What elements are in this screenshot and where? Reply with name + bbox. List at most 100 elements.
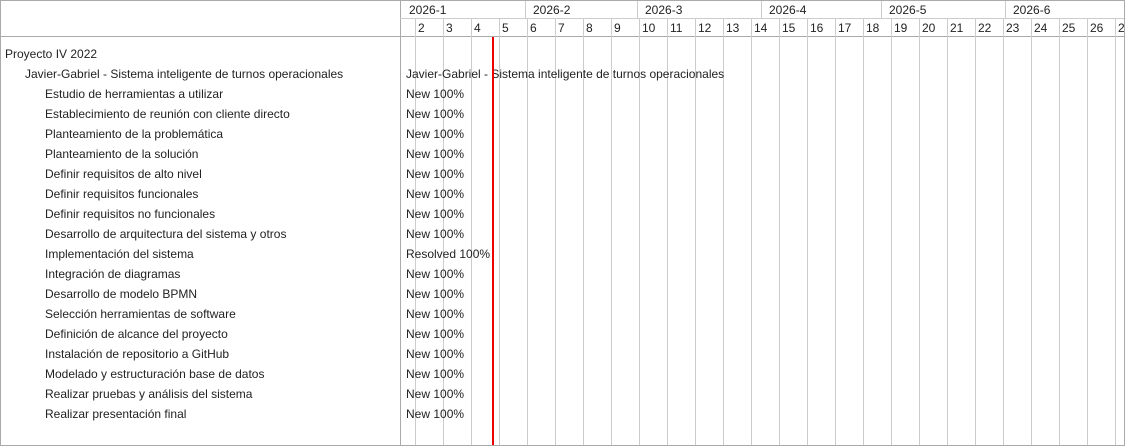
issue-status: New 100% (406, 327, 465, 341)
week-divider (1003, 19, 1004, 445)
week-label: 9 (614, 21, 621, 35)
issue-status: New 100% (406, 127, 465, 141)
week-label: 10 (642, 21, 656, 35)
week-divider (751, 19, 752, 445)
week-divider (919, 19, 920, 445)
issue-subject: Instalación de repositorio a GitHub (45, 347, 230, 361)
week-divider (443, 19, 444, 445)
week-divider (835, 19, 836, 445)
week-label: 16 (810, 21, 824, 35)
month-label: 2026-6 (1013, 3, 1051, 17)
month-label: 2026-5 (889, 3, 927, 17)
month-divider (1005, 1, 1006, 19)
week-label: 7 (558, 21, 565, 35)
issue-subject: Implementación del sistema (45, 247, 194, 261)
week-label: 12 (698, 21, 712, 35)
issue-subject: Modelado y estructuración base de datos (45, 367, 265, 381)
issue-subject: Selección herramientas de software (45, 307, 236, 321)
issue-status: New 100% (406, 267, 465, 281)
week-label: 20 (922, 21, 936, 35)
month-label: 2026-4 (769, 3, 807, 17)
issue-subject: Planteamiento de la solución (45, 147, 199, 161)
week-label: 8 (586, 21, 593, 35)
week-label: 21 (950, 21, 964, 35)
week-divider (583, 19, 584, 445)
month-divider (637, 1, 638, 19)
week-label: 18 (866, 21, 880, 35)
issue-status: New 100% (406, 187, 465, 201)
issue-subject: Realizar pruebas y análisis del sistema (45, 387, 253, 401)
week-label: 2 (418, 21, 425, 35)
week-label: 15 (782, 21, 796, 35)
header-row-divider (400, 18, 1124, 19)
issue-subject: Definir requisitos de alto nivel (45, 167, 202, 181)
week-label: 6 (530, 21, 537, 35)
project-name: Proyecto IV 2022 (5, 47, 98, 61)
issue-subject: Integración de diagramas (45, 267, 181, 281)
issue-status: New 100% (406, 307, 465, 321)
month-label: 2026-3 (645, 3, 683, 17)
month-divider (525, 1, 526, 19)
issue-subject: Desarrollo de arquitectura del sistema y… (45, 227, 287, 241)
week-label: 11 (670, 21, 683, 35)
week-divider (555, 19, 556, 445)
week-label: 3 (446, 21, 453, 35)
today-line (492, 37, 494, 445)
month-label: 2026-1 (409, 3, 447, 17)
week-divider (611, 19, 612, 445)
week-divider (1115, 19, 1116, 445)
panel-divider (400, 1, 401, 445)
month-label: 2026-2 (533, 3, 571, 17)
header-bottom (1, 36, 1124, 37)
issue-subject: Definir requisitos no funcionales (45, 207, 216, 221)
week-label: 5 (502, 21, 509, 35)
week-divider (639, 19, 640, 445)
week-divider (1087, 19, 1088, 445)
issue-subject: Desarrollo de modelo BPMN (45, 287, 198, 301)
issue-status: New 100% (406, 407, 465, 421)
week-label: 25 (1062, 21, 1076, 35)
week-label: 19 (894, 21, 908, 35)
week-divider (695, 19, 696, 445)
issue-status: New 100% (406, 87, 465, 101)
issue-status: New 100% (406, 107, 465, 121)
version-name: Javier-Gabriel - Sistema inteligente de … (25, 67, 344, 81)
month-divider (761, 1, 762, 19)
week-divider (471, 19, 472, 445)
issue-status: New 100% (406, 387, 465, 401)
week-label: 24 (1034, 21, 1048, 35)
week-label: 26 (1090, 21, 1104, 35)
week-label: 13 (726, 21, 740, 35)
week-divider (975, 19, 976, 445)
issue-status: New 100% (406, 147, 465, 161)
week-divider (527, 19, 528, 445)
week-divider (415, 19, 416, 445)
issue-subject: Definir requisitos funcionales (45, 187, 199, 201)
week-divider (947, 19, 948, 445)
issue-subject: Planteamiento de la problemática (45, 127, 224, 141)
week-divider (723, 19, 724, 445)
issue-subject: Establecimiento de reunión con cliente d… (45, 107, 290, 121)
issue-status: Resolved 100% (406, 247, 491, 261)
issue-status: New 100% (406, 287, 465, 301)
week-divider (863, 19, 864, 445)
week-divider (499, 19, 500, 445)
issue-status: New 100% (406, 227, 465, 241)
issue-status: New 100% (406, 207, 465, 221)
issue-subject: Definición de alcance del proyecto (45, 327, 228, 341)
issue-status: New 100% (406, 367, 465, 381)
week-divider (1031, 19, 1032, 445)
issue-status: New 100% (406, 167, 465, 181)
week-label: 23 (1006, 21, 1020, 35)
week-label: 17 (838, 21, 852, 35)
issue-status: New 100% (406, 347, 465, 361)
week-divider (891, 19, 892, 445)
week-label: 27 (1118, 21, 1125, 35)
issue-subject: Realizar presentación final (45, 407, 187, 421)
week-label: 4 (474, 21, 481, 35)
week-label: 22 (978, 21, 992, 35)
week-divider (1059, 19, 1060, 445)
week-divider (807, 19, 808, 445)
week-divider (667, 19, 668, 445)
